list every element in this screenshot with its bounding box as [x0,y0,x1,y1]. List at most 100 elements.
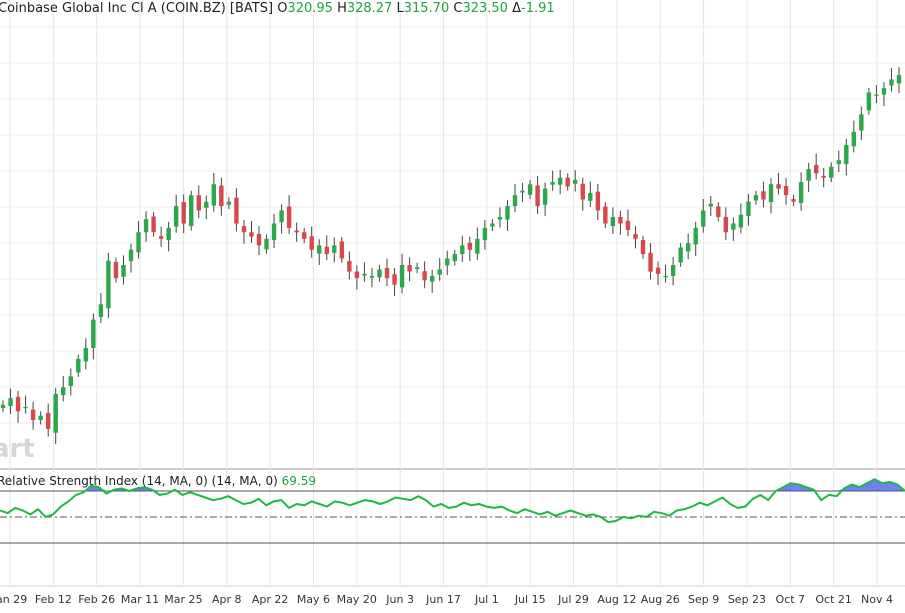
candle-down [813,165,819,174]
candle-down [158,236,164,239]
candle-down [301,232,307,239]
candle-up [708,203,713,207]
candle-up [61,387,66,396]
candle-down [309,236,314,250]
candle-up [881,88,887,95]
candle-down [625,220,631,231]
candle-up [377,269,382,278]
x-tick-label: Oct 7 [776,593,806,606]
candle-up [844,144,849,165]
candle-down [339,241,345,259]
candle-up [0,404,6,409]
candle-up [106,260,111,309]
rsi-value: 69.59 [281,474,316,488]
change-value: -1.91 [521,1,555,16]
candle-up [68,376,73,386]
candle-down [15,396,21,412]
candle-up [505,206,510,220]
candle-up [738,214,744,228]
candle-down [354,271,360,279]
candle-up [490,223,495,227]
candle-down [783,185,789,196]
symbol-title: Coinbase Global Inc Cl A (COIN.BZ) [BATS… [0,1,274,16]
candle-down [407,265,412,272]
x-tick-label: Jul 15 [514,593,546,606]
candle-up [399,265,405,288]
candle-up [369,275,375,278]
candle-up [128,249,134,262]
candle-up [482,227,488,241]
candle-up [701,210,706,227]
candle-up [678,247,683,263]
close-value: 323.50 [462,1,508,16]
candle-up [279,210,284,223]
candle-up [829,166,834,178]
candle-up [512,195,518,207]
candle-down [196,195,201,211]
rsi-line [0,478,905,524]
x-tick-label: Jan 29 [0,593,27,606]
candle-up [768,184,774,203]
candle-up [143,219,149,233]
rsi-title: Relative Strength Index (14, MA, 0) (14,… [0,474,278,488]
candle-down [716,206,721,217]
candle-up [731,223,736,230]
candle-down [776,184,781,189]
candle-up [166,227,171,241]
candle-down [30,409,36,421]
candle-down [595,191,601,211]
candle-down [249,232,254,237]
candle-up [121,265,126,277]
candle-up [414,267,420,269]
candle-up [452,254,457,262]
candle-up [550,182,555,185]
candle-up [836,160,841,165]
x-tick-label: Nov 4 [861,593,893,606]
x-tick-label: Feb 12 [35,593,72,606]
candle-down [256,234,262,246]
candle-up [896,75,902,84]
x-tick-label: Mar 25 [164,593,202,606]
candle-down [723,216,729,233]
x-tick-label: Apr 8 [212,593,242,606]
x-tick-label: May 20 [337,593,377,606]
candle-down [384,268,390,279]
candle-down [234,197,239,224]
candle-up [211,184,217,206]
candle-down [618,216,623,224]
candle-up [851,131,857,147]
x-tick-label: Mar 11 [121,593,159,606]
candle-up [670,265,676,276]
candle-down [241,226,247,233]
candle-up [685,243,691,252]
candle-up [753,195,759,201]
candle-down [286,206,292,228]
candle-up [798,182,804,204]
candle-down [324,246,329,255]
candle-up [460,245,465,255]
high-value: 328.27 [346,1,393,16]
candle-down [655,267,661,274]
candle-up [859,114,864,131]
high-label: H [337,1,347,16]
rsi-overbought-fill [0,479,905,491]
candle-up [204,201,209,208]
candle-down [535,185,540,207]
candle-up [271,223,277,241]
candle-up [746,201,751,217]
candle-up [497,216,503,220]
candle-up [189,195,194,227]
candle-up [98,304,104,317]
candle-up [362,273,367,276]
candle-up [91,319,96,348]
candle-up [542,188,548,205]
candle-down [392,274,397,285]
candle-up [527,184,533,195]
x-tick-label: Sep 9 [688,593,719,606]
candle-up [53,393,58,433]
x-tick-label: Jun 17 [425,593,461,606]
x-tick-label: Jul 29 [557,593,589,606]
price-header: Coinbase Global Inc Cl A (COIN.BZ) [BATS… [0,1,555,16]
candle-up [437,269,442,275]
